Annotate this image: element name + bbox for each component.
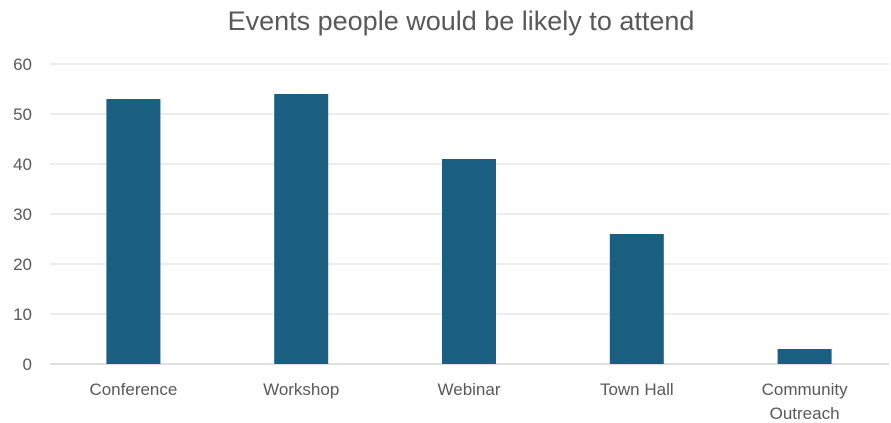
chart-title: Events people would be likely to attend [228,6,695,36]
x-tick-label: Webinar [438,380,501,399]
y-tick-label: 60 [13,55,32,74]
x-tick-label: Community Outreach [762,380,848,423]
y-tick-label: 50 [13,105,32,124]
y-tick-label: 0 [23,355,32,374]
bar-webinar [442,159,496,364]
x-axis-ticks: Conference Workshop Webinar Town Hall Commun… [89,380,848,423]
bar-town-hall [609,234,664,364]
bar-conference [106,99,161,364]
y-tick-label: 10 [13,305,32,324]
y-tick-label: 30 [13,205,32,224]
bar-community-outreach [777,349,832,364]
x-tick-label: Workshop [263,380,339,399]
y-tick-label: 20 [13,255,32,274]
y-axis-ticks: 0 10 20 30 40 50 60 [13,55,32,374]
x-tick-label: Conference [89,380,177,399]
bar-workshop [274,94,329,364]
x-tick-label: Town Hall [600,380,674,399]
bars [106,94,832,364]
y-tick-label: 40 [13,155,32,174]
